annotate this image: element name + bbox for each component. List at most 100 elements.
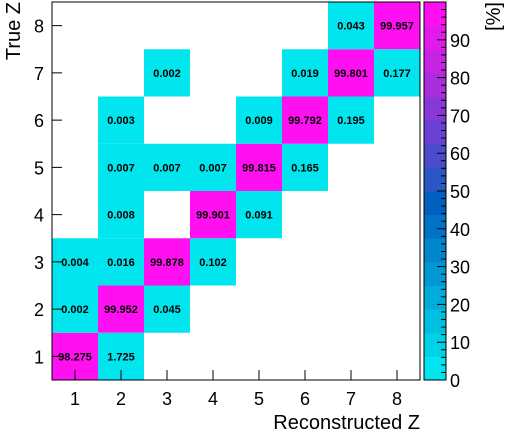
heatmap-cell bbox=[98, 96, 144, 144]
heatmap-cell-label: 99.901 bbox=[196, 210, 230, 222]
heatmap-cell-label: 0.009 bbox=[245, 115, 273, 127]
x-tick-label: 7 bbox=[346, 389, 356, 409]
heatmap-cell-label: 0.008 bbox=[107, 210, 135, 222]
color-palette-band bbox=[424, 72, 446, 98]
y-tick-label: 7 bbox=[34, 64, 44, 84]
heatmap-cell bbox=[236, 143, 282, 191]
y-axis-title: True Z bbox=[3, 2, 25, 60]
heatmap-cell bbox=[236, 191, 282, 239]
heatmap-cell-label: 0.177 bbox=[383, 68, 411, 80]
color-palette-band bbox=[424, 238, 446, 263]
heatmap-cell bbox=[328, 49, 374, 97]
heatmap-cell bbox=[236, 96, 282, 144]
heatmap-cell-label: 0.091 bbox=[245, 210, 273, 222]
color-palette-tick-label: 30 bbox=[450, 258, 470, 278]
heatmap-cell bbox=[282, 49, 328, 97]
heatmap-cell bbox=[374, 2, 420, 50]
color-palette-band bbox=[424, 285, 446, 310]
color-palette-tick-label: 50 bbox=[450, 182, 470, 202]
color-palette-band bbox=[424, 2, 446, 27]
heatmap-cell-label: 99.815 bbox=[242, 162, 276, 174]
color-palette-band bbox=[424, 356, 446, 381]
x-tick-label: 3 bbox=[162, 389, 172, 409]
heatmap-cell-label: 0.043 bbox=[337, 21, 365, 33]
color-palette-band bbox=[424, 25, 446, 50]
heatmap-cell-label: 0.003 bbox=[107, 115, 135, 127]
heatmap-cell-label: 1.725 bbox=[107, 351, 135, 363]
color-palette-tick-label: 10 bbox=[450, 333, 470, 353]
heatmap-cell bbox=[144, 238, 190, 286]
heatmap-cell bbox=[98, 143, 144, 191]
color-palette-ticks: 0 10 20 30 40 50 60 70 80 90 bbox=[437, 9, 470, 391]
heatmap-cell-label: 99.792 bbox=[288, 115, 322, 127]
color-palette-tick-label: 80 bbox=[450, 69, 470, 89]
color-palette-tick-label: 20 bbox=[450, 295, 470, 315]
x-tick-label: 4 bbox=[208, 389, 218, 409]
heatmap-cell bbox=[328, 2, 374, 50]
heatmap-cell bbox=[190, 143, 236, 191]
z-axis-title: [%] bbox=[483, 2, 505, 31]
color-palette-band bbox=[424, 49, 446, 74]
heatmap-cell bbox=[190, 238, 236, 286]
heatmap-cell-label: 99.957 bbox=[380, 21, 414, 33]
heatmap-cell-label: 0.007 bbox=[107, 162, 135, 174]
color-palette-band bbox=[424, 332, 446, 357]
color-palette-band bbox=[424, 143, 446, 168]
x-tick-label: 5 bbox=[254, 389, 264, 409]
plot-frame bbox=[51, 1, 421, 381]
color-palette-band bbox=[424, 261, 446, 287]
y-tick-label: 6 bbox=[34, 111, 44, 131]
y-axis-ticks: 1 2 3 4 5 6 7 8 bbox=[34, 17, 62, 367]
y-tick-label: 4 bbox=[34, 206, 44, 226]
heatmap-cell-label: 0.007 bbox=[153, 162, 181, 174]
color-palette-band bbox=[424, 214, 446, 239]
y-tick-label: 5 bbox=[34, 158, 44, 178]
heatmap-cell bbox=[98, 191, 144, 239]
color-palette-tick-label: 60 bbox=[450, 144, 470, 164]
heatmap-cell-label: 99.878 bbox=[150, 257, 184, 269]
color-palette-tick-label: 70 bbox=[450, 106, 470, 126]
y-tick-label: 3 bbox=[34, 253, 44, 273]
heatmap-cell bbox=[374, 49, 420, 97]
heatmap-cell-label: 0.002 bbox=[61, 304, 89, 316]
color-palette-tick-label: 40 bbox=[450, 220, 470, 240]
y-tick-label: 1 bbox=[34, 347, 44, 367]
heatmap-cell-label: 0.019 bbox=[291, 68, 319, 80]
x-axis-ticks: 1 2 3 4 5 6 7 8 bbox=[70, 370, 402, 409]
color-palette-tick-label: 0 bbox=[450, 371, 460, 391]
heatmap-cell bbox=[328, 96, 374, 144]
color-palette-tick-label: 90 bbox=[450, 31, 470, 51]
y-tick-label: 2 bbox=[34, 300, 44, 320]
x-tick-label: 8 bbox=[392, 389, 402, 409]
color-palette-band bbox=[424, 120, 446, 145]
heatmap-cell-label: 0.004 bbox=[61, 257, 89, 269]
x-axis-title: Reconstructed Z bbox=[273, 412, 420, 434]
heatmap-cell-label: 0.102 bbox=[199, 257, 227, 269]
heatmap-cell-label: 98.275 bbox=[58, 351, 92, 363]
x-tick-label: 6 bbox=[300, 389, 310, 409]
heatmap-cell bbox=[98, 238, 144, 286]
heatmap-cell-label: 99.801 bbox=[334, 68, 368, 80]
heatmap-cell-labels: 98.275 1.725 0.002 99.952 0.045 0.004 0.016 99.… bbox=[58, 21, 414, 364]
x-tick-label: 2 bbox=[116, 389, 126, 409]
x-tick-label: 1 bbox=[70, 389, 80, 409]
heatmap-cell bbox=[144, 285, 190, 333]
heatmap-cell bbox=[282, 96, 328, 144]
color-palette-band bbox=[424, 96, 446, 121]
heatmap-cells bbox=[52, 2, 420, 380]
heatmap-cell bbox=[190, 191, 236, 239]
heatmap-cell bbox=[98, 285, 144, 333]
y-tick-label: 8 bbox=[34, 17, 44, 37]
heatmap-cell bbox=[144, 143, 190, 191]
heatmap-cell bbox=[282, 143, 328, 191]
heatmap-cell-label: 0.016 bbox=[107, 257, 135, 269]
heatmap-cell-label: 99.952 bbox=[104, 304, 138, 316]
heatmap-cell bbox=[144, 49, 190, 97]
heatmap-cell-label: 0.165 bbox=[291, 162, 319, 174]
color-palette bbox=[424, 2, 446, 381]
heatmap-cell-label: 0.045 bbox=[153, 304, 181, 316]
heatmap-cell-label: 0.195 bbox=[337, 115, 365, 127]
color-palette-band bbox=[424, 191, 446, 216]
